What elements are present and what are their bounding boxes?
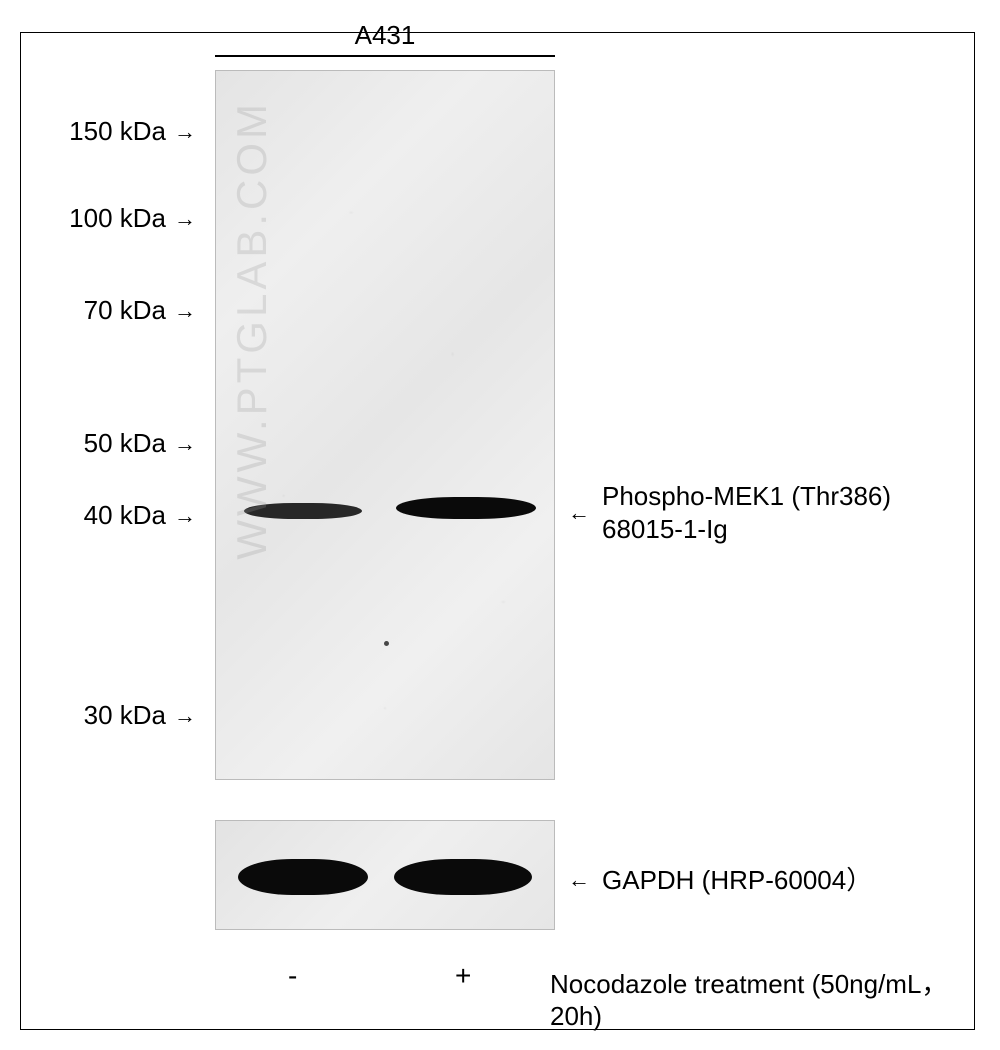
mw-label: 30 kDa bbox=[84, 700, 166, 731]
annotation-line1: Phospho-MEK1 (Thr386) bbox=[602, 480, 891, 513]
sample-label: A431 bbox=[215, 20, 555, 51]
treatment-label: Nocodazole treatment (50ng/mL，20h) bbox=[550, 964, 980, 1032]
band-plus-main bbox=[396, 497, 536, 519]
band-plus-gapdh bbox=[394, 859, 532, 895]
arrow-right-icon: → bbox=[174, 503, 196, 529]
mw-label: 40 kDa bbox=[84, 500, 166, 531]
sample-header: A431 bbox=[215, 20, 555, 57]
mw-marker-70: 70 kDa → bbox=[26, 295, 196, 326]
annotation-main: ← Phospho-MEK1 (Thr386) 68015-1-Ig bbox=[568, 480, 891, 545]
arrow-left-icon: ← bbox=[568, 500, 590, 526]
band-minus-gapdh bbox=[238, 859, 368, 895]
arrow-right-icon: → bbox=[174, 298, 196, 324]
lower-blot bbox=[215, 820, 555, 930]
mw-marker-30: 30 kDa → bbox=[26, 700, 196, 731]
arrow-right-icon: → bbox=[174, 206, 196, 232]
figure-container: A431 150 kDa → 100 kDa → 70 kDa → 50 kDa… bbox=[20, 20, 980, 1030]
mw-label: 150 kDa bbox=[69, 116, 166, 147]
mw-marker-100: 100 kDa → bbox=[26, 203, 196, 234]
arrow-right-icon: → bbox=[174, 119, 196, 145]
annotation-lower: ← GAPDH (HRP-60004） bbox=[568, 864, 872, 897]
lane-plus: + bbox=[455, 960, 471, 992]
lane-minus: - bbox=[288, 960, 297, 992]
mw-marker-50: 50 kDa → bbox=[26, 428, 196, 459]
mw-label: 70 kDa bbox=[84, 295, 166, 326]
mw-marker-40: 40 kDa → bbox=[26, 500, 196, 531]
mw-label: 100 kDa bbox=[69, 203, 166, 234]
annotation-main-text: Phospho-MEK1 (Thr386) 68015-1-Ig bbox=[602, 480, 891, 545]
mw-marker-150: 150 kDa → bbox=[26, 116, 196, 147]
annotation-lower-text: GAPDH (HRP-60004） bbox=[602, 864, 872, 897]
band-minus-main bbox=[244, 503, 362, 519]
mw-label: 50 kDa bbox=[84, 428, 166, 459]
arrow-right-icon: → bbox=[174, 431, 196, 457]
main-blot bbox=[215, 70, 555, 780]
arrow-left-icon: ← bbox=[568, 867, 590, 893]
arrow-right-icon: → bbox=[174, 703, 196, 729]
sample-underline bbox=[215, 55, 555, 57]
annotation-line2: 68015-1-Ig bbox=[602, 513, 891, 546]
blot-spot bbox=[384, 641, 389, 646]
